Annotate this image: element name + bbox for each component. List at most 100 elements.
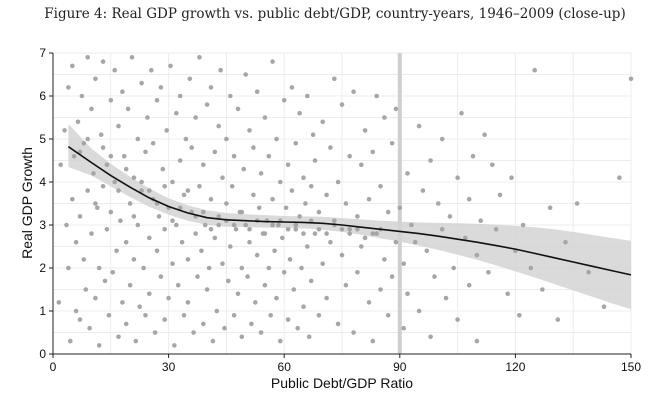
data-point: [316, 227, 322, 232]
data-point: [174, 110, 179, 116]
data-point: [466, 196, 472, 202]
data-point: [490, 162, 495, 168]
data-point: [75, 119, 81, 125]
data-point: [328, 145, 333, 150]
data-point: [216, 123, 221, 129]
data-point: [224, 136, 229, 142]
data-point: [443, 295, 449, 301]
data-point: [123, 239, 129, 245]
data-point: [185, 188, 191, 193]
data-point: [228, 244, 233, 249]
data-point: [141, 265, 146, 271]
confidence-band-layer: [68, 124, 631, 310]
data-point: [183, 136, 189, 142]
data-point: [397, 205, 403, 211]
data-point: [85, 55, 90, 60]
data-point: [77, 214, 83, 219]
y-tick-label: 5: [39, 132, 46, 146]
data-point: [420, 188, 426, 193]
data-point: [120, 89, 125, 94]
data-point: [555, 317, 561, 322]
y-tick-label: 6: [39, 89, 46, 103]
data-point: [324, 192, 329, 198]
data-point: [351, 330, 356, 335]
data-point: [106, 313, 112, 318]
data-point: [332, 218, 337, 223]
data-point: [262, 282, 268, 288]
data-point: [385, 209, 391, 215]
data-point: [270, 222, 275, 228]
data-point: [81, 257, 87, 262]
data-point: [193, 231, 198, 236]
data-point: [285, 162, 291, 168]
data-point: [378, 287, 383, 292]
data-point: [241, 166, 246, 172]
data-point: [339, 102, 345, 107]
data-point: [118, 218, 123, 223]
reference-line-90: [397, 53, 402, 354]
data-point: [158, 85, 164, 90]
data-point: [281, 98, 287, 103]
data-point: [374, 231, 380, 236]
data-point: [112, 179, 117, 185]
data-point: [474, 338, 480, 344]
data-point: [208, 85, 214, 90]
data-point: [147, 291, 152, 297]
data-point: [79, 93, 85, 99]
data-point: [116, 188, 121, 193]
data-point: [436, 201, 441, 206]
data-point: [229, 184, 235, 189]
data-point: [122, 153, 127, 159]
data-point: [347, 231, 353, 236]
data-point: [289, 85, 295, 90]
data-point: [100, 184, 106, 189]
data-point: [285, 227, 291, 232]
data-point: [62, 128, 67, 133]
data-point: [70, 63, 75, 69]
data-point: [285, 317, 291, 322]
data-point: [235, 106, 241, 112]
data-point: [254, 252, 260, 258]
data-point: [439, 136, 445, 142]
data-point: [280, 235, 285, 241]
data-point: [455, 175, 460, 180]
data-point: [343, 282, 349, 288]
data-point: [254, 89, 260, 94]
data-point: [278, 179, 283, 185]
data-point: [228, 93, 233, 99]
x-tick-label: 150: [621, 360, 641, 374]
data-point: [262, 231, 268, 236]
x-tick-label: 90: [393, 360, 407, 374]
data-point: [131, 257, 137, 262]
data-point: [73, 239, 79, 245]
data-point: [102, 278, 108, 284]
data-point: [416, 123, 422, 129]
data-point: [312, 158, 318, 163]
data-point: [174, 222, 179, 228]
data-point: [239, 265, 245, 271]
data-point: [301, 304, 306, 310]
data-point: [162, 184, 167, 189]
data-point: [245, 274, 250, 279]
data-point: [89, 106, 94, 112]
data-point: [628, 76, 634, 82]
y-tick-label: 4: [39, 175, 46, 189]
data-point: [93, 201, 98, 206]
data-point: [220, 261, 225, 267]
data-point: [455, 317, 460, 322]
data-point: [108, 153, 114, 159]
y-tick-label: 2: [39, 261, 46, 275]
data-point: [204, 102, 210, 107]
data-point: [152, 330, 158, 335]
data-point: [214, 308, 220, 314]
data-point: [137, 304, 142, 310]
data-point: [143, 149, 148, 155]
data-point: [243, 72, 248, 77]
data-point: [528, 265, 534, 271]
data-point: [239, 334, 245, 340]
data-point: [104, 162, 110, 168]
y-tick-label: 1: [39, 304, 46, 318]
data-point: [478, 218, 484, 223]
data-point: [270, 59, 275, 64]
data-point: [601, 304, 607, 310]
